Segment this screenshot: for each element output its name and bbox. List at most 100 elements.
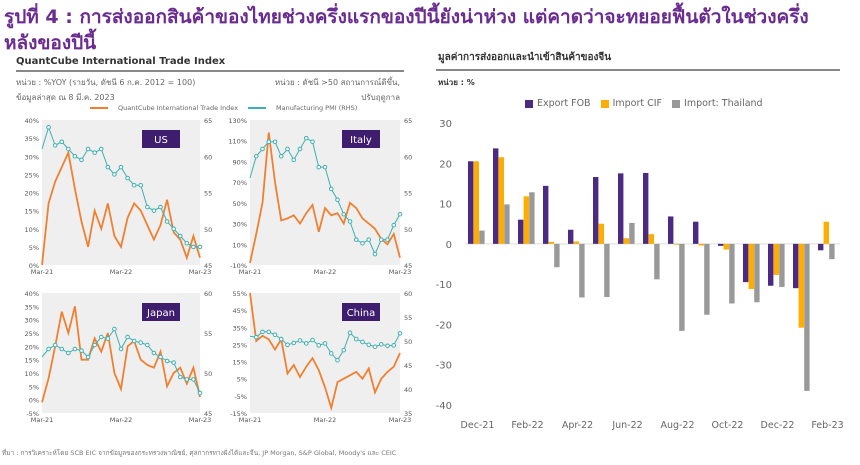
pmi-marker [353,336,359,342]
pmi-marker [131,338,137,344]
export-bar [593,176,599,244]
y-tick-label: 0% [29,397,39,405]
pmi-marker [79,157,84,163]
y2-tick-label: 60 [404,290,412,298]
x-tick-label: Mar-21 [31,416,53,424]
pmi-marker [145,342,150,348]
thailand-bar [829,243,835,260]
import-bar [598,223,604,244]
thailand-swatch [672,99,681,108]
unit-right-2: ปรับฤดูกาล [361,93,400,102]
legend-pmi: Manufacturing PMI (RHS) [276,104,358,112]
pmi-marker [347,330,353,336]
y-tick-label: 25% [233,341,247,349]
y-tick-label: 20 [439,159,452,170]
y-tick-label: 20% [25,343,39,351]
trade-index-line [41,149,201,266]
y2-tick-label: 60 [204,153,212,161]
pmi-marker [59,139,65,145]
pmi-marker [72,153,78,159]
pmi-marker [171,226,176,232]
thailand-bar [754,243,760,303]
y-tick-label: 130% [228,117,247,125]
thailand-bar [554,243,560,268]
y-tick-label: 15% [233,359,247,367]
pmi-marker [52,342,58,348]
y-tick-label: 25% [25,171,39,179]
pmi-marker [85,146,91,152]
pmi-marker [260,146,265,152]
y-tick-label: 30% [233,221,247,229]
pmi-marker [322,341,328,346]
x-tick-label: Oct-22 [712,420,744,431]
pmi-marker [316,343,322,348]
export-bar [618,173,624,244]
y-tick-label: 30 [439,119,452,130]
import-bar [648,234,654,244]
pmi-marker [385,343,390,349]
trade-index-line [249,292,401,412]
pmi-marker [372,344,378,350]
y-tick-label: 30% [25,317,39,325]
thailand-bar [579,243,585,298]
pmi-marker [341,347,347,353]
pmi-marker [138,340,144,345]
pmi-marker [164,219,170,224]
pmi-marker [278,153,284,159]
y-tick-label: 5% [29,383,39,391]
x-tick-label: Jun-22 [611,420,642,431]
y-tick-label: 35% [25,303,39,311]
pmi-marker [322,164,328,170]
divider [16,70,404,72]
pmi-marker [112,172,117,177]
thailand-bar [679,243,685,331]
y2-tick-label: 45 [404,262,412,270]
y2-tick-label: 55 [204,190,212,198]
pmi-marker [72,346,78,352]
pmi-marker [391,343,397,348]
x-tick-label: Feb-23 [811,420,843,431]
x-tick-label: Mar-23 [189,268,211,276]
pmi-marker [385,237,390,242]
unit-left-1: หน่วย : %YOY (รายวัน, ดัชนี 6 ก.ค. 2012 … [16,78,196,87]
figure-title: รูปที่ 4 : การส่งออกสินค้าของไทยช่วงครึ่… [4,6,809,54]
pmi-marker [360,240,365,246]
y-tick-label: -10 [436,280,452,291]
export-bar [743,243,749,283]
import-bar [498,157,504,244]
pmi-marker [278,336,284,342]
pmi-marker [145,204,150,210]
country-label: US [154,135,168,146]
pmi-marker [253,153,259,159]
x-tick-label: Mar-21 [31,268,53,276]
import-bar [473,161,479,244]
right-title: มูลค่าการส่งออกและนำเข้าสินค้าของจีน [438,52,612,63]
import-bar [548,241,554,244]
country-badge [342,130,380,148]
unit-left-2: ข้อมูลล่าสุด ณ 8 มี.ค. 2023 [16,93,115,102]
pmi-marker [197,244,203,250]
x-tick-label: Dec-22 [761,420,795,431]
trade-index-line [249,132,401,264]
import-bar [823,221,829,244]
thailand-bar [704,243,710,315]
pmi-marker [66,350,71,356]
pmi-marker [285,146,290,152]
y-tick-label: 5% [29,244,39,252]
y-tick-label: -5% [234,393,247,401]
y2-tick-label: 50 [404,338,412,346]
pmi-marker [177,233,183,239]
y-tick-label: 70% [233,179,247,187]
pmi-marker [397,211,403,217]
y2-tick-label: 45 [204,262,212,270]
x-tick-label: Aug-22 [660,420,694,431]
y-tick-label: 20% [25,190,39,198]
country-badge [342,303,380,321]
import-bar [673,243,679,245]
pmi-marker [310,139,315,145]
pmi-marker [335,197,340,203]
country-badge [142,303,180,321]
y-tick-label: 15% [25,357,39,365]
y-tick-label: 40% [25,117,39,125]
bar-legend: Export FOB Import CIF Import: Thailand [525,98,763,109]
